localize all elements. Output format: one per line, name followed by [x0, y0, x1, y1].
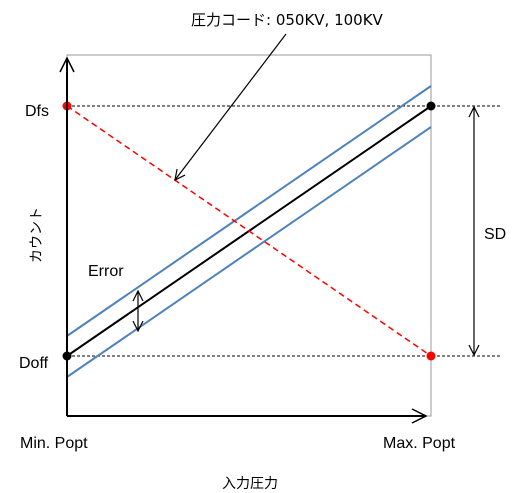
- error-band-upper-line: [66, 85, 432, 337]
- x-tick-max: Max. Popt: [383, 435, 456, 452]
- error-label: Error: [88, 263, 124, 280]
- y-axis-label: カウント: [29, 207, 45, 263]
- plot-frame: [66, 54, 432, 417]
- x-axis-label: 入力圧力: [222, 476, 278, 492]
- max-point: [426, 101, 436, 111]
- inverse-code-line: [66, 105, 432, 357]
- x-tick-min: Min. Popt: [20, 435, 88, 452]
- annotation-arrow: [175, 33, 287, 180]
- sd-label: SD: [484, 226, 506, 243]
- error-band-lower-line: [66, 126, 432, 378]
- y-tick-dfs: Dfs: [25, 103, 49, 120]
- inverse-end-point: [426, 351, 436, 361]
- y-tick-doff: Doff: [19, 355, 49, 372]
- annotation-text: 圧力コード: 050KV, 100KV: [191, 11, 384, 29]
